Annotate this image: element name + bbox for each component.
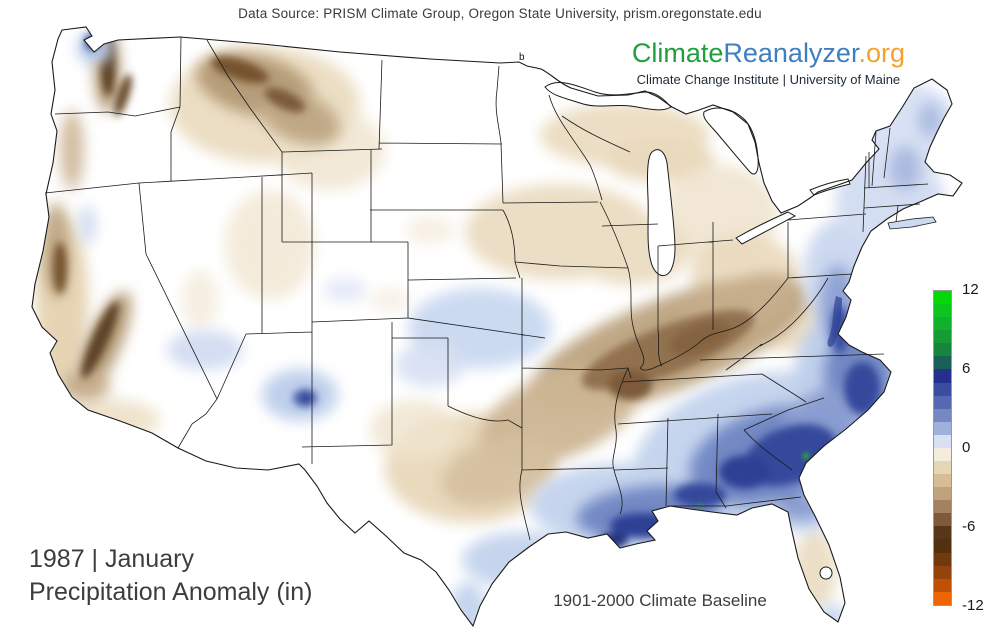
chesapeake-bay bbox=[827, 296, 842, 347]
logo-org: .org bbox=[858, 38, 905, 68]
map-variable-line: Precipitation Anomaly (in) bbox=[29, 578, 313, 606]
site-logo-subtitle: Climate Change Institute | University of… bbox=[636, 72, 901, 87]
colorbar-tick-6: 6 bbox=[962, 360, 971, 377]
map-title-block: 1987 | January Precipitation Anomaly (in… bbox=[29, 543, 312, 609]
colorbar-gradient bbox=[933, 290, 952, 606]
logo-climate: Climate bbox=[631, 38, 724, 68]
site-logo-wordmark: ClimateReanalyzer.org bbox=[632, 40, 905, 67]
state-borders bbox=[44, 36, 929, 541]
colorbar-tick-neg6: -6 bbox=[962, 518, 976, 535]
site-logo: ClimateReanalyzer.org Climate Change Ins… bbox=[632, 40, 905, 88]
long-island bbox=[887, 216, 937, 230]
colorbar-tick-0: 0 bbox=[962, 439, 971, 456]
lake-okeechobee bbox=[819, 566, 833, 580]
logo-reanalyzer: Reanalyzer bbox=[723, 38, 859, 68]
lake-erie bbox=[735, 211, 797, 245]
colorbar-tick-12: 12 bbox=[962, 281, 979, 298]
map-date-line: 1987 | January bbox=[29, 545, 194, 573]
map-stray-label: b bbox=[519, 52, 525, 63]
anomaly-extreme-wet-specks bbox=[697, 452, 810, 523]
data-source-caption: Data Source: PRISM Climate Group, Oregon… bbox=[238, 6, 762, 21]
colorbar-tick-neg12: -12 bbox=[962, 597, 984, 614]
lake-michigan bbox=[647, 149, 676, 277]
baseline-caption: 1901-2000 Climate Baseline bbox=[553, 591, 767, 610]
us-outline bbox=[31, 26, 963, 628]
lake-huron bbox=[703, 107, 759, 175]
anomaly-very-dry-cores bbox=[53, 36, 755, 400]
